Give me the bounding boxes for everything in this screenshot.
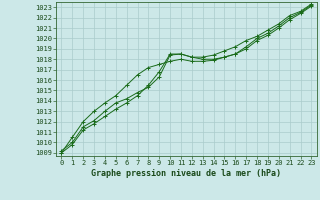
- X-axis label: Graphe pression niveau de la mer (hPa): Graphe pression niveau de la mer (hPa): [92, 169, 281, 178]
